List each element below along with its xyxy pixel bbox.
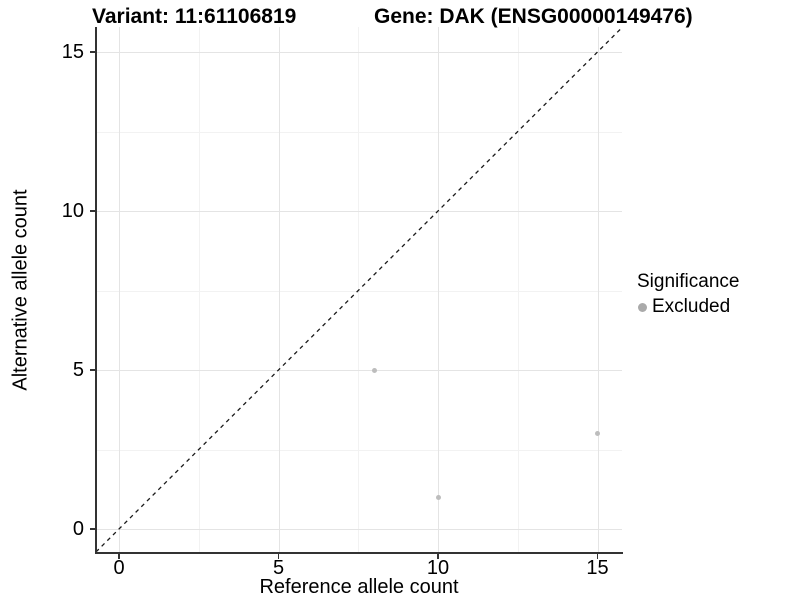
y-minor-gridline: [96, 449, 622, 451]
x-major-gridline: [438, 27, 439, 552]
x-axis-tick: [277, 554, 280, 559]
y-minor-gridline: [96, 131, 622, 133]
data-point: [435, 494, 441, 500]
data-point: [371, 367, 377, 373]
y-tick-label: 15: [61, 41, 84, 63]
x-minor-gridline: [198, 27, 200, 552]
plot-title-variant: Variant: 11:61106819: [92, 5, 297, 28]
x-tick-label: 5: [272, 557, 285, 579]
plot-panel: [96, 27, 622, 552]
legend-entry-excluded: Excluded: [637, 296, 739, 318]
x-axis-tick: [437, 554, 439, 559]
x-major-gridline: [119, 27, 120, 552]
y-axis-tick: [90, 51, 95, 53]
x-major-gridline: [278, 27, 280, 552]
x-axis-tick: [596, 554, 599, 559]
legend-title: Significance: [637, 271, 740, 292]
y-tick-label: 0: [72, 518, 84, 540]
identity-dashed-line: [96, 27, 622, 552]
y-axis-tick: [90, 528, 95, 530]
x-axis-line: [95, 552, 623, 554]
y-major-gridline: [96, 211, 622, 212]
y-major-gridline: [96, 52, 622, 53]
legend-point-icon: [638, 302, 647, 312]
x-axis-tick: [118, 554, 120, 559]
y-axis-tick: [90, 210, 95, 212]
x-minor-gridline: [517, 27, 519, 552]
y-axis-title: Alternative allele count: [9, 189, 32, 391]
y-axis-line: [95, 27, 97, 554]
y-tick-label: 10: [61, 200, 84, 222]
plot-title-gene: Gene: DAK (ENSG00000149476): [374, 5, 693, 28]
y-axis-tick: [90, 369, 95, 371]
x-axis-title: Reference allele count: [259, 576, 459, 598]
x-major-gridline: [597, 27, 599, 552]
x-tick-label: 10: [426, 557, 450, 579]
y-minor-gridline: [96, 290, 622, 292]
x-tick-label: 0: [113, 557, 125, 579]
y-major-gridline: [96, 529, 622, 530]
legend-entry-label: Excluded: [652, 296, 731, 317]
y-major-gridline: [96, 370, 622, 371]
data-point: [595, 431, 600, 437]
x-tick-label: 15: [586, 557, 609, 579]
y-tick-label: 5: [72, 359, 84, 381]
legend: Significance Excluded: [637, 271, 739, 318]
